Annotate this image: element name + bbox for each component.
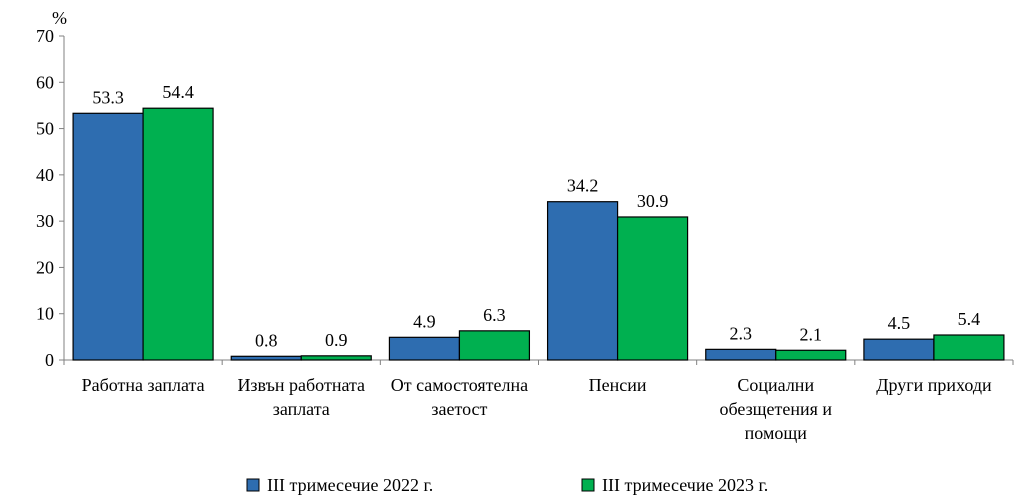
bar-series-1: [388, 336, 461, 361]
x-category-label: Пенсии: [589, 375, 647, 395]
bar-series-2: [933, 334, 1005, 361]
bar-series-2: [616, 216, 689, 361]
bar-series-2: [458, 330, 531, 361]
y-tick-label: 70: [36, 26, 54, 46]
bar-series-2: [300, 355, 372, 361]
bar-series-2: [142, 107, 214, 361]
x-category-label: Други приходи: [876, 375, 992, 395]
bars: [72, 107, 1005, 361]
x-category-label: помощи: [745, 423, 808, 443]
legend-label: III тримесечие 2023 г.: [602, 475, 768, 495]
y-tick-label: 10: [36, 304, 54, 324]
data-label: 4.9: [413, 311, 436, 331]
data-labels: 53.3 54.4 0.8 0.9 4.9 6.3 34.2 30.9 2.3 2.1 4.5 5.4: [92, 82, 980, 350]
data-label: 0.9: [325, 330, 348, 350]
bar-series-1: [546, 201, 619, 361]
x-category-label: заетост: [431, 399, 487, 419]
data-label: 54.4: [162, 82, 194, 102]
legend: III тримесечие 2022 г. III тримесечие 202…: [246, 475, 768, 495]
y-tick-label: 50: [36, 119, 54, 139]
data-label: 30.9: [637, 191, 669, 211]
y-tick-label: 0: [45, 350, 54, 370]
data-label: 2.1: [800, 324, 823, 344]
y-axis-unit-label: %: [52, 8, 67, 28]
y-tick-label: 20: [36, 257, 54, 277]
x-axis-category-labels: Работна заплата Извън работната заплата От …: [82, 375, 992, 443]
data-label: 5.4: [958, 309, 981, 329]
y-axis-ticks: 0 10 20 30 40 50 60 70: [36, 26, 64, 370]
legend-label: III тримесечие 2022 г.: [267, 475, 433, 495]
bar-series-1: [72, 112, 144, 361]
x-category-label: Социални: [737, 375, 814, 395]
data-label: 0.8: [255, 330, 278, 350]
bar-series-1: [863, 338, 935, 361]
x-category-label: заплата: [273, 399, 330, 419]
bar-series-1: [705, 348, 777, 361]
y-tick-label: 30: [36, 211, 54, 231]
data-label: 53.3: [92, 87, 124, 107]
bar-series-2: [775, 349, 847, 361]
x-category-label: обезщетения и: [719, 399, 832, 419]
bar-series-1: [230, 355, 302, 361]
data-label: 2.3: [730, 323, 753, 343]
x-category-label: Извън работната: [237, 375, 365, 395]
y-tick-label: 60: [36, 72, 54, 92]
x-category-label: Работна заплата: [82, 375, 205, 395]
data-label: 4.5: [888, 313, 911, 333]
y-tick-label: 40: [36, 165, 54, 185]
data-label: 6.3: [483, 305, 506, 325]
legend-swatch: [581, 478, 595, 492]
data-label: 34.2: [567, 176, 599, 196]
axes: [63, 36, 1014, 365]
x-category-label: От самостоятелна: [391, 375, 528, 395]
legend-swatch: [246, 478, 260, 492]
